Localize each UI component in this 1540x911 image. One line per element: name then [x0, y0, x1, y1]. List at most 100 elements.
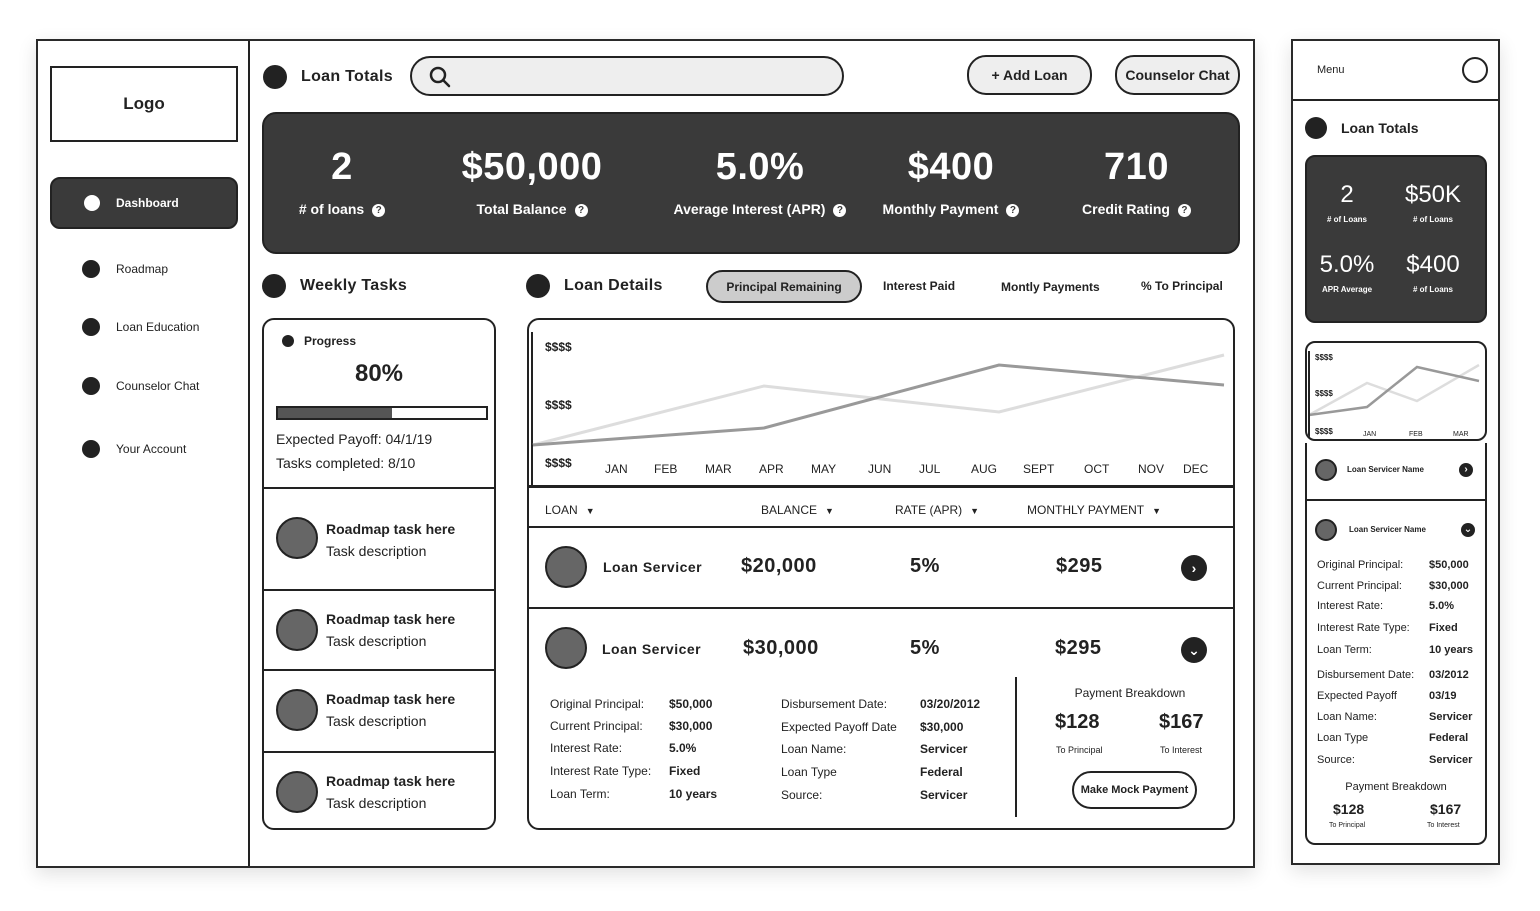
chat-icon: [82, 377, 100, 395]
task-icon: [276, 517, 318, 559]
task-item[interactable]: Roadmap task here Task description: [264, 589, 494, 669]
mobile-loan-row-expanded[interactable]: Loan Servicer Name ⌄ Original Principal:…: [1305, 501, 1487, 845]
task-item[interactable]: Roadmap task here Task description: [264, 487, 494, 589]
weekly-tasks-icon: [262, 274, 286, 298]
series-line-dark: [1308, 365, 1480, 417]
to-interest-label: To Interest: [1427, 822, 1460, 829]
tab-percent-to-principal[interactable]: % To Principal: [1141, 279, 1223, 293]
payment-breakdown-title: Payment Breakdown: [1074, 686, 1186, 700]
mobile-frame: Menu Loan Totals 2 # of Loans $50K # of …: [1291, 39, 1500, 865]
chevron-right-icon[interactable]: ›: [1181, 555, 1207, 581]
chevron-down-icon[interactable]: ⌄: [1181, 637, 1207, 663]
stat-monthly-payment: $400 Monthly Payment?: [876, 114, 1026, 217]
y-axis-label: $$$$: [1315, 427, 1333, 436]
tab-principal-remaining[interactable]: Principal Remaining: [706, 270, 862, 303]
roadmap-icon: [82, 260, 100, 278]
stat-average-interest: 5.0% Average Interest (APR)?: [660, 114, 860, 217]
to-interest-amount: $167: [1159, 711, 1204, 733]
progress-icon: [282, 335, 294, 347]
column-header-balance[interactable]: BALANCE ▼: [761, 503, 834, 517]
mobile-chart: $$$$ $$$$ $$$$ JAN FEB MAR: [1305, 341, 1487, 441]
sidebar-item-label: Your Account: [116, 442, 187, 456]
series-line-dark: [532, 363, 1225, 447]
sidebar-item-label: Loan Education: [116, 320, 200, 334]
principal-chart: [532, 353, 1225, 447]
loan-row-expanded[interactable]: Loan Servicer $30,000 5% $295 ⌄ Original…: [529, 607, 1233, 828]
mobile-loan-row[interactable]: Loan Servicer Name ›: [1305, 443, 1487, 501]
breakdown-divider: [1015, 677, 1017, 817]
help-icon[interactable]: ?: [574, 204, 588, 217]
search-input[interactable]: [460, 64, 830, 88]
month-label: JUL: [919, 462, 941, 476]
logo[interactable]: Logo: [50, 66, 238, 142]
column-header-monthly-payment[interactable]: MONTHLY PAYMENT ▼: [1027, 503, 1162, 517]
month-label: JUN: [868, 462, 892, 476]
loan-totals-banner: 2 # of loans? $50,000 Total Balance? 5.0…: [262, 112, 1240, 254]
sidebar-item-loan-education[interactable]: Loan Education: [82, 317, 199, 337]
y-axis-label: $$$$: [545, 456, 572, 470]
mobile-principal-chart: [1308, 351, 1480, 439]
education-icon: [82, 318, 100, 336]
month-label: MAR: [705, 462, 732, 476]
progress-bar: [276, 406, 488, 420]
menu-button[interactable]: Menu: [1317, 64, 1345, 76]
task-icon: [276, 609, 318, 651]
mobile-stats-card: 2 # of Loans $50K # of Loans 5.0% APR Av…: [1305, 155, 1487, 323]
series-line-light: [1308, 363, 1480, 417]
chevron-right-icon[interactable]: ›: [1459, 463, 1473, 477]
sidebar-item-label: Roadmap: [116, 262, 169, 276]
column-header-rate[interactable]: RATE (APR) ▼: [895, 503, 980, 517]
expected-payoff: Expected Payoff: 04/1/19: [276, 431, 433, 447]
search-bar[interactable]: [410, 56, 844, 96]
counselor-chat-button[interactable]: Counselor Chat: [1115, 55, 1240, 95]
y-axis-label: $$$$: [1315, 353, 1333, 362]
tab-interest-paid[interactable]: Interest Paid: [883, 279, 956, 293]
sidebar-item-your-account[interactable]: Your Account: [82, 439, 186, 459]
sidebar-item-label: Counselor Chat: [116, 379, 200, 393]
month-label: AUG: [971, 462, 998, 476]
search-icon: [429, 66, 451, 88]
progress-fill: [278, 408, 393, 418]
task-item[interactable]: Roadmap task here Task description: [264, 751, 494, 828]
month-label: NOV: [1138, 462, 1165, 476]
chevron-down-icon[interactable]: ⌄: [1461, 523, 1475, 537]
profile-icon[interactable]: [1462, 57, 1488, 83]
task-icon: [276, 771, 318, 813]
page-title: Loan Totals: [263, 65, 393, 89]
sidebar: Logo Dashboard Roadmap Loan Education Co…: [38, 41, 250, 866]
month-label: SEPT: [1023, 462, 1055, 476]
task-icon: [276, 689, 318, 731]
progress-value: 80%: [354, 360, 404, 387]
month-label: JAN: [605, 462, 628, 476]
to-interest-label: To Interest: [1160, 745, 1203, 755]
to-principal-amount: $128: [1055, 711, 1100, 733]
sort-caret-icon: ▼: [1152, 506, 1162, 516]
loan-details-panel: $$$$ $$$$ $$$$ JAN FEB MAR APR MAY JUN J…: [527, 318, 1235, 830]
progress-header: Progress: [282, 334, 356, 348]
month-label: MAR: [1453, 431, 1469, 438]
chart-area: $$$$ $$$$ $$$$ JAN FEB MAR APR MAY JUN J…: [529, 320, 1233, 488]
help-icon[interactable]: ?: [833, 204, 847, 217]
help-icon[interactable]: ?: [1006, 204, 1020, 217]
sidebar-item-counselor-chat[interactable]: Counselor Chat: [82, 376, 199, 396]
y-axis-label: $$$$: [545, 340, 572, 354]
stat-num-loans: 2 # of loans?: [282, 114, 402, 217]
tab-monthly-payments[interactable]: Montly Payments: [1001, 280, 1100, 294]
month-label: MAY: [811, 462, 837, 476]
help-icon[interactable]: ?: [1177, 204, 1191, 217]
make-mock-payment-button[interactable]: Make Mock Payment: [1072, 771, 1197, 809]
to-principal-label: To Principal: [1056, 745, 1103, 755]
sidebar-item-dashboard[interactable]: Dashboard: [50, 177, 238, 229]
column-header-loan[interactable]: LOAN ▼: [545, 503, 595, 517]
series-line-light: [532, 353, 1225, 447]
month-label: FEB: [654, 462, 678, 476]
task-item[interactable]: Roadmap task here Task description: [264, 669, 494, 751]
loan-totals-icon: [1305, 117, 1327, 139]
to-principal-label: To Principal: [1329, 822, 1366, 829]
help-icon[interactable]: ?: [372, 204, 386, 217]
sidebar-item-roadmap[interactable]: Roadmap: [82, 259, 168, 279]
loan-row[interactable]: Loan Servicer $20,000 5% $295 ›: [529, 526, 1233, 607]
payment-breakdown-title: Payment Breakdown: [1345, 781, 1447, 793]
loan-totals-icon: [263, 65, 287, 89]
add-loan-button[interactable]: + Add Loan: [967, 55, 1092, 95]
